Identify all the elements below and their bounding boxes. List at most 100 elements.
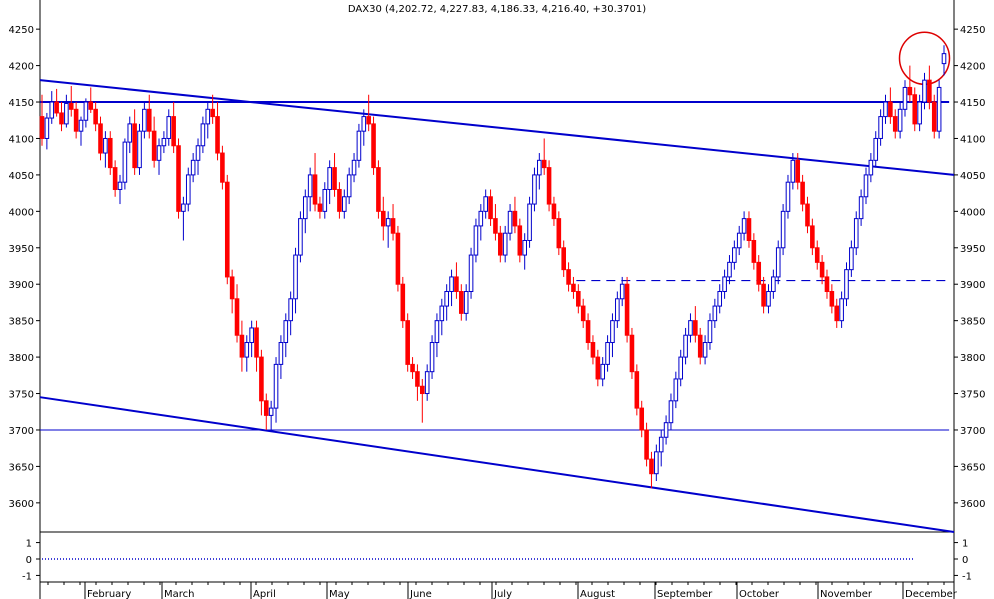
month-label: May: [329, 589, 350, 599]
candle: [756, 255, 762, 292]
candle: [610, 313, 615, 358]
candle: [142, 102, 147, 139]
month-label: June: [409, 589, 432, 599]
candle-body: [668, 400, 674, 424]
candles: [39, 45, 947, 489]
candle: [775, 240, 781, 285]
candle: [244, 335, 250, 372]
candle: [405, 313, 410, 372]
month-label: December: [905, 589, 958, 599]
candle: [390, 204, 396, 241]
candle-body: [931, 101, 937, 132]
month-label: February: [87, 589, 131, 599]
y-tick-label-right: 3800: [960, 353, 985, 364]
candle-body: [546, 167, 552, 205]
candle-body: [376, 167, 381, 212]
y-tick-label-left: 3600: [9, 499, 34, 510]
candle: [234, 284, 240, 343]
candle-body: [322, 188, 328, 212]
candle: [897, 102, 903, 139]
candle: [59, 102, 64, 132]
candle-body: [64, 102, 69, 125]
candle: [459, 284, 464, 321]
candle: [98, 116, 103, 161]
candle-body: [551, 203, 557, 220]
candle-body: [239, 334, 245, 358]
candle-body: [907, 86, 913, 96]
candle-body: [697, 334, 703, 358]
month-label: April: [253, 589, 276, 599]
candle-body: [746, 218, 752, 241]
y-tick-label-right: 4250: [960, 25, 985, 36]
candle-body: [712, 305, 718, 322]
candle-body: [488, 196, 493, 220]
candle-body: [83, 101, 89, 121]
y-tick-label-right: 3650: [960, 462, 985, 473]
candle-body: [892, 116, 898, 132]
sub-y-tick-label-right: 0: [962, 555, 968, 566]
sub-y-tick-label-right: -1: [962, 571, 972, 582]
candle: [571, 276, 576, 299]
candle-body: [234, 298, 240, 336]
candle-body: [356, 130, 362, 161]
candle-body: [878, 116, 883, 139]
candle-body: [941, 53, 947, 65]
candle-body: [936, 86, 942, 132]
candle: [190, 153, 196, 183]
candle-body: [805, 203, 810, 227]
candle-body: [351, 159, 357, 176]
candle-body: [59, 112, 64, 125]
candle-body: [576, 291, 581, 307]
candle-body: [595, 356, 601, 380]
candle-body: [654, 451, 659, 475]
candle-body: [200, 123, 206, 147]
candle: [619, 276, 625, 307]
candle: [302, 189, 308, 234]
candle: [868, 153, 874, 183]
candle: [83, 98, 89, 128]
candle-body: [541, 159, 547, 169]
candle: [498, 225, 503, 263]
candle-body: [395, 232, 401, 285]
candle: [156, 138, 162, 175]
candle: [478, 204, 484, 241]
candle: [361, 109, 367, 146]
candle: [351, 153, 357, 183]
candle: [346, 167, 352, 205]
candle-body: [112, 167, 118, 190]
candle: [527, 196, 532, 248]
candle: [263, 393, 269, 430]
candle-body: [761, 283, 766, 307]
candle-body: [717, 291, 723, 307]
candle: [278, 335, 284, 379]
y-tick-label-left: 3700: [9, 426, 34, 437]
candle-body: [78, 119, 84, 132]
candle-body: [810, 225, 815, 249]
candle: [298, 211, 303, 263]
candle: [590, 335, 596, 365]
candle: [541, 138, 547, 175]
candle-body: [741, 218, 747, 234]
candle: [371, 116, 376, 175]
candle-body: [298, 218, 303, 256]
candle-body: [88, 101, 94, 110]
candle: [863, 167, 869, 205]
candle: [790, 153, 796, 190]
candle: [117, 174, 123, 205]
candle-body: [537, 159, 542, 176]
candle-body: [439, 305, 445, 322]
candle: [127, 116, 133, 154]
candle: [322, 182, 328, 219]
candle: [434, 313, 440, 358]
candle: [44, 112, 50, 150]
candle-body: [190, 159, 196, 176]
candle: [224, 174, 230, 285]
candle-body: [161, 137, 167, 147]
y-tick-label-left: 4050: [9, 171, 34, 182]
y-tick-label-right: 3950: [960, 244, 985, 255]
candle-body: [156, 145, 162, 161]
candle: [902, 80, 908, 117]
candle: [502, 225, 508, 263]
candle: [293, 247, 298, 314]
candle-body: [824, 276, 830, 293]
